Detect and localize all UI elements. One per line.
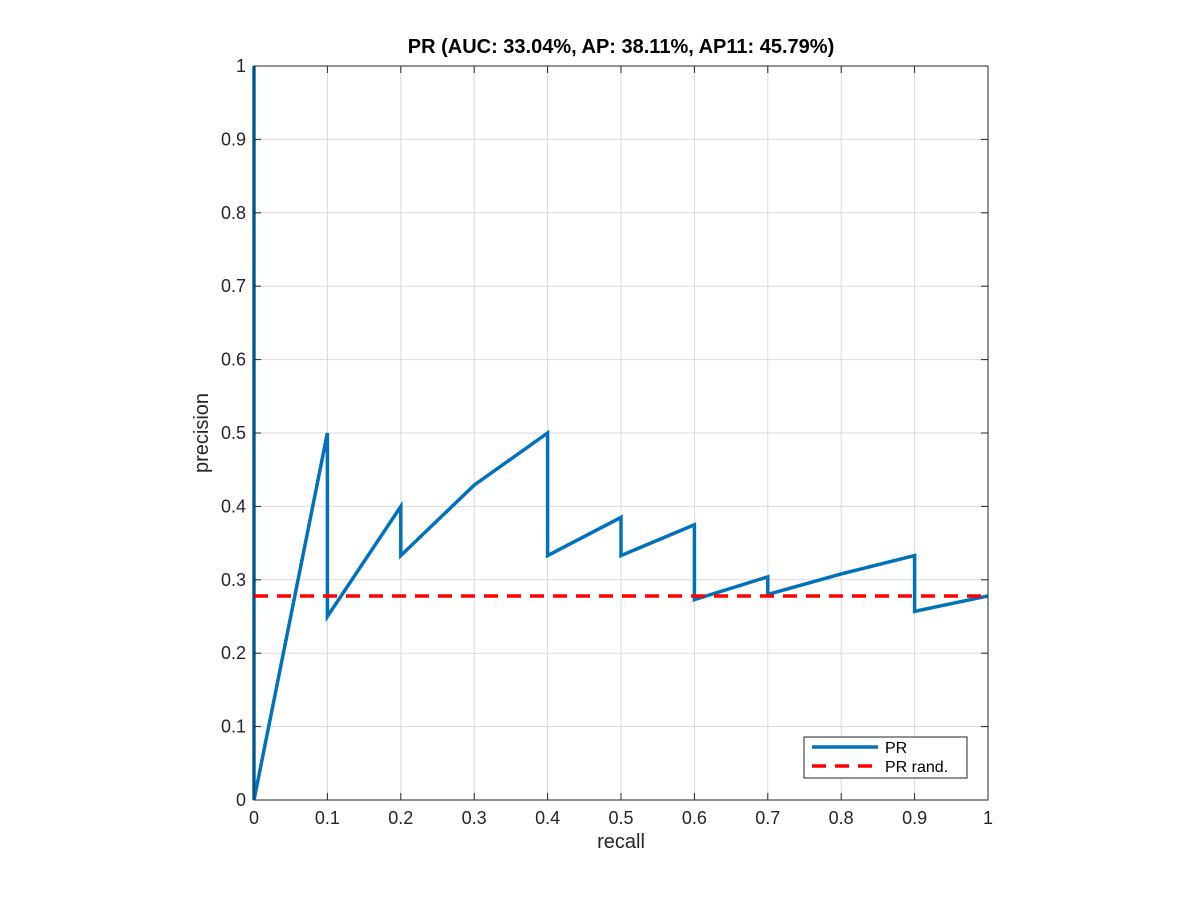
x-tick-label: 1 <box>983 808 993 828</box>
x-tick-label: 0.1 <box>315 808 340 828</box>
x-tick-label: 0.3 <box>462 808 487 828</box>
legend-box <box>803 736 968 779</box>
chart-title: PR (AUC: 33.04%, AP: 38.11%, AP11: 45.79… <box>408 36 834 58</box>
x-axis-label: recall <box>597 831 645 853</box>
legend-label-pr-rand: PR rand. <box>885 759 948 776</box>
y-tick-label: 1 <box>236 56 246 76</box>
series-layer <box>252 66 989 801</box>
legend-label-pr: PR <box>885 740 907 757</box>
y-tick-label: 0.7 <box>221 276 246 296</box>
y-tick-label: 0.2 <box>221 643 246 663</box>
x-tick-label: 0.5 <box>608 808 633 828</box>
x-tick-label: 0.8 <box>829 808 854 828</box>
legend: PR PR rand. <box>803 736 968 779</box>
y-tick-label: 0 <box>236 790 246 810</box>
y-tick-label: 0.1 <box>221 717 246 737</box>
y-tick-label: 0.5 <box>221 423 246 443</box>
x-tick-label: 0.6 <box>682 808 707 828</box>
x-tick-label: 0 <box>249 808 259 828</box>
y-tick-label: 0.3 <box>221 570 246 590</box>
x-tick-label: 0.7 <box>755 808 780 828</box>
y-tick-label: 0.8 <box>221 203 246 223</box>
x-tick-label: 0.2 <box>388 808 413 828</box>
y-tick-label: 0.4 <box>221 496 246 516</box>
y-tick-label: 0.9 <box>221 129 246 149</box>
y-tick-label: 0.6 <box>221 350 246 370</box>
x-tick-label: 0.9 <box>902 808 927 828</box>
grid <box>254 66 988 800</box>
series-line-pr <box>252 66 989 801</box>
x-tick-label: 0.4 <box>535 808 560 828</box>
y-axis-label: precision <box>191 393 213 473</box>
ticks: 0 0.1 0.2 0.3 0.4 0.5 0.6 0.7 0.8 0.9 1 0 0.1 0.2 0.3 0… <box>221 56 993 828</box>
